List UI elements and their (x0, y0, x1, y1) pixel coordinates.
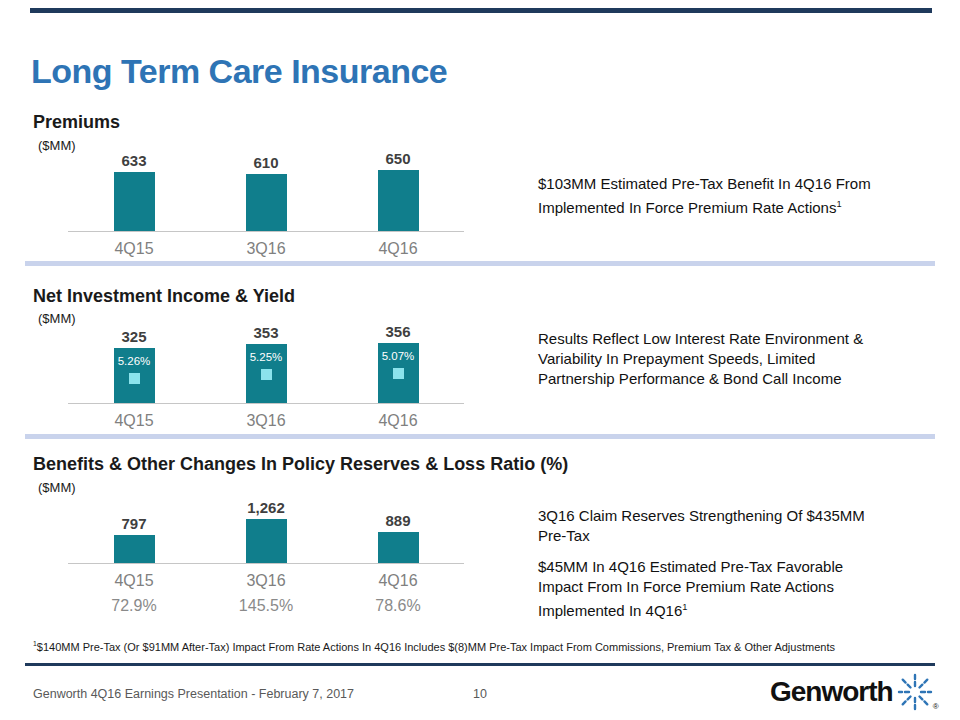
bar (114, 535, 155, 563)
note-premiums-text: $103MM Estimated Pre-Tax Benefit In 4Q16… (538, 175, 871, 216)
page-number: 10 (455, 687, 505, 701)
bar-column: 633 (68, 152, 200, 231)
bar (246, 519, 287, 563)
category-label: 4Q15 (68, 572, 200, 590)
bar: 5.26% (114, 348, 155, 403)
bar-column: 1,262 (200, 499, 332, 563)
bar-value-label: 610 (253, 154, 278, 171)
bar-value-label: 353 (253, 324, 278, 341)
bar-value-label: 325 (121, 328, 146, 345)
x-axis-line (68, 563, 464, 564)
loss-ratio-label: 145.5% (200, 597, 332, 615)
note-benefits-footnote-ref: 1 (682, 602, 687, 612)
registered-mark: ® (933, 702, 939, 711)
page-title: Long Term Care Insurance (31, 52, 447, 91)
bar-column: 356 5.07% (332, 323, 464, 403)
category-row: 4Q153Q164Q16 (68, 572, 464, 590)
bar-column: 325 5.26% (68, 328, 200, 403)
yield-marker-icon (261, 369, 272, 380)
bar-value-label: 889 (385, 512, 410, 529)
bars-row: 797 1,262 889 (68, 493, 464, 563)
x-axis-line (68, 403, 464, 404)
bar-value-label: 650 (385, 150, 410, 167)
note-benefits-claim-reserves: 3Q16 Claim Reserves Strengthening Of $43… (538, 506, 958, 546)
section-heading-investment: Net Investment Income & Yield (33, 286, 295, 307)
bar (246, 174, 287, 231)
bars-row: 633 610 650 (68, 144, 464, 231)
bar: 5.07% (378, 343, 419, 403)
category-label: 4Q16 (332, 240, 464, 258)
bar-value-label: 797 (121, 515, 146, 532)
yield-value-label: 5.07% (382, 350, 415, 362)
bar (378, 532, 419, 563)
loss-ratio-label: 72.9% (68, 597, 200, 615)
loss-ratio-row: 72.9%145.5%78.6% (68, 597, 464, 615)
bar-column: 650 (332, 150, 464, 231)
bar (114, 172, 155, 231)
category-label: 4Q16 (332, 412, 464, 430)
footnote: 1$140MM Pre-Tax (Or $91MM After-Tax) Imp… (33, 640, 933, 653)
loss-ratio-label: 78.6% (332, 597, 464, 615)
bar-value-label: 633 (121, 152, 146, 169)
genworth-logo-text: Genworth (770, 676, 893, 708)
section-heading-benefits: Benefits & Other Changes In Policy Reser… (33, 454, 568, 475)
category-label: 4Q15 (68, 240, 200, 258)
yield-value-label: 5.26% (118, 355, 151, 367)
note-premiums-footnote-ref: 1 (836, 199, 841, 209)
category-label: 3Q16 (200, 572, 332, 590)
bar-column: 797 (68, 515, 200, 563)
category-row: 4Q153Q164Q16 (68, 240, 464, 258)
genworth-logo: Genworth ® (770, 672, 941, 712)
note-investment-text: Results Reflect Low Interest Rate Enviro… (538, 330, 863, 387)
benefits-bar-chart: 797 1,262 889 4Q153Q164Q16 72.9%145.5%78.6% (68, 493, 464, 615)
premiums-bar-chart: 633 610 650 4Q153Q164Q16 (68, 144, 464, 258)
bar (378, 170, 419, 231)
category-row: 4Q153Q164Q16 (68, 412, 464, 430)
section-divider-1 (25, 261, 935, 266)
yield-value-label: 5.25% (250, 351, 283, 363)
note-benefits-claim-reserves-text: 3Q16 Claim Reserves Strengthening Of $43… (538, 507, 865, 544)
note-benefits-rate-actions-text: $45MM In 4Q16 Estimated Pre-Tax Favorabl… (538, 558, 843, 619)
category-label: 3Q16 (200, 240, 332, 258)
bar-column: 889 (332, 512, 464, 563)
section-divider-2 (25, 434, 935, 439)
yield-marker-icon (393, 368, 404, 379)
bar-column: 610 (200, 154, 332, 231)
category-label: 4Q15 (68, 412, 200, 430)
note-benefits-rate-actions: $45MM In 4Q16 Estimated Pre-Tax Favorabl… (538, 557, 958, 621)
category-label: 4Q16 (332, 572, 464, 590)
genworth-starburst-icon (895, 672, 935, 712)
footer-rule (25, 663, 935, 666)
bars-row: 325 5.26% 353 5.25% 356 5.07% (68, 317, 464, 403)
bar-column: 353 5.25% (200, 324, 332, 403)
note-premiums: $103MM Estimated Pre-Tax Benefit In 4Q16… (538, 174, 958, 218)
note-investment: Results Reflect Low Interest Rate Enviro… (538, 329, 958, 389)
bar-value-label: 356 (385, 323, 410, 340)
section-heading-premiums: Premiums (33, 112, 120, 133)
bar: 5.25% (246, 344, 287, 403)
top-accent-bar (30, 8, 932, 13)
slide: { "title": "Long Term Care Insurance", "… (0, 0, 960, 720)
investment-bar-chart: 325 5.26% 353 5.25% 356 5.07% 4Q153Q164Q16 (68, 317, 464, 430)
footer-presentation-label: Genworth 4Q16 Earnings Presentation - Fe… (33, 687, 354, 701)
yield-marker-icon (129, 373, 140, 384)
footnote-text: $140MM Pre-Tax (Or $91MM After-Tax) Impa… (37, 641, 835, 653)
bar-value-label: 1,262 (247, 499, 285, 516)
category-label: 3Q16 (200, 412, 332, 430)
x-axis-line (68, 231, 464, 232)
